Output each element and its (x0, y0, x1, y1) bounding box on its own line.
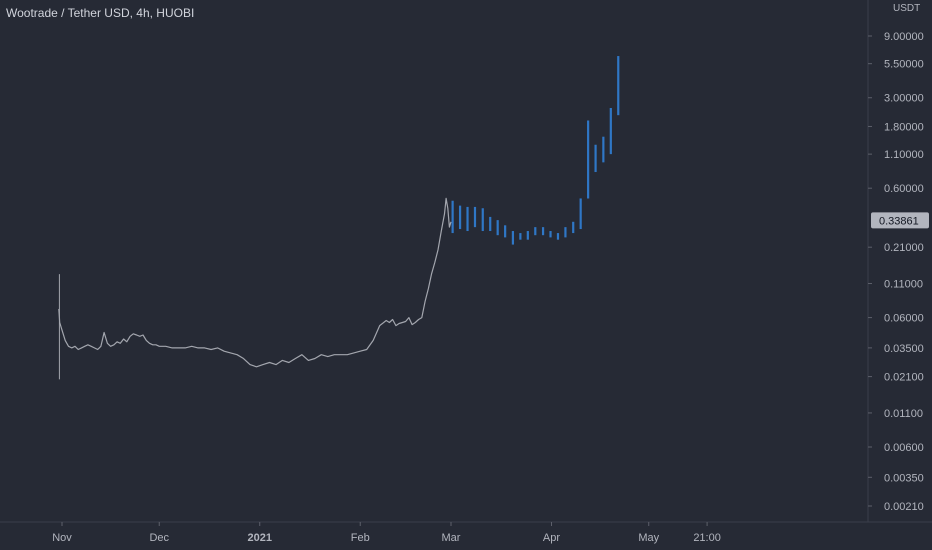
x-tick-label: Apr (543, 532, 560, 544)
y-tick-label: 0.01100 (884, 408, 923, 420)
current-price-label: 0.33861 (879, 215, 919, 227)
x-tick-label: May (638, 532, 659, 544)
price-scale[interactable]: 9.00000 5.50000 3.00000 1.80000 1.10000 0.600… (867, 0, 929, 522)
y-tick-label: 0.11000 (884, 279, 923, 291)
y-tick-label: 0.60000 (884, 183, 924, 195)
history-price-line (58, 197, 452, 368)
x-tick-label: Dec (149, 532, 169, 544)
x-tick-label: 21:00 (693, 532, 721, 544)
x-tick-label: Feb (351, 532, 370, 544)
y-tick-label: 0.00350 (884, 472, 924, 484)
current-price-tag (871, 212, 929, 229)
chart-title: Wootrade / Tether USD, 4h, HUOBI (6, 6, 195, 20)
y-tick-label: 5.50000 (884, 59, 924, 71)
price-scale-unit: USDT (893, 3, 921, 14)
y-tick-label: 3.00000 (884, 93, 924, 105)
y-tick-label: 0.06000 (884, 313, 924, 325)
y-tick-label: 9.00000 (884, 31, 924, 43)
y-tick-label: 0.02100 (884, 372, 924, 384)
y-tick-label: 1.10000 (884, 149, 924, 161)
x-tick-label: Nov (52, 532, 72, 544)
x-tick-label: Mar (442, 532, 461, 544)
y-tick-label: 0.03500 (884, 343, 924, 355)
x-tick-label: 2021 (247, 532, 271, 544)
y-tick-label: 0.00600 (884, 442, 924, 454)
time-scale[interactable]: Nov Dec 2021 Feb Mar Apr May 21:00 (0, 521, 932, 544)
y-tick-label: 0.21000 (884, 242, 924, 254)
y-tick-label: 1.80000 (884, 121, 924, 133)
y-tick-label: 0.00210 (884, 501, 924, 513)
plot-area (58, 56, 620, 380)
